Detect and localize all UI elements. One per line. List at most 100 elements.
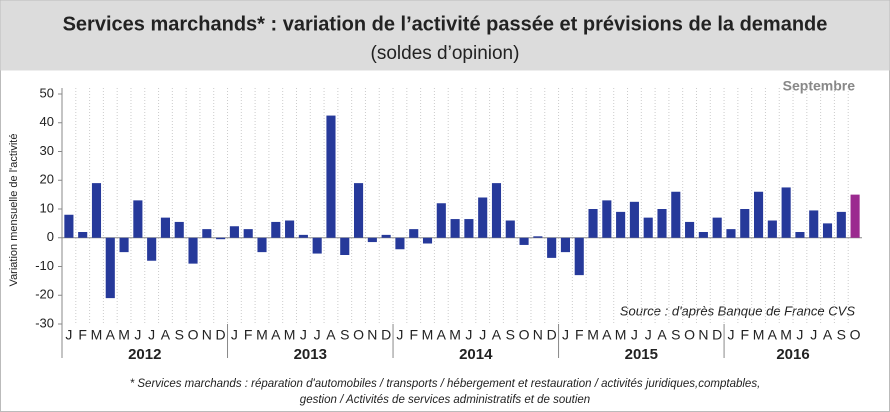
x-tick-label: M [449,327,461,343]
x-tick-label: M [753,327,765,343]
year-label: 2016 [776,346,809,363]
bar [560,237,570,253]
bar [822,223,833,238]
bar [133,200,143,238]
bar [781,187,791,238]
footnote: gestion / Activités de services administ… [300,394,590,406]
annotation: Septembre [783,78,856,94]
x-tick-label: F [740,327,749,343]
x-tick-label: M [118,327,130,343]
x-tick-label: M [587,327,599,343]
bar [574,237,584,276]
bar [243,229,253,238]
x-tick-label: N [533,327,543,343]
y-tick-label: 0 [47,229,54,244]
bar [271,221,281,238]
bar [188,237,198,264]
bar [340,237,350,255]
bar [105,237,115,299]
x-tick-label: A [326,327,336,343]
x-tick-label: S [340,327,349,343]
x-tick-label: M [780,327,792,343]
x-tick-label: A [106,327,116,343]
bar [547,237,557,258]
bar [519,237,529,245]
year-label: 2014 [459,346,493,363]
x-tick-label: J [727,327,734,343]
x-tick-label: D [547,327,557,343]
x-tick-label: A [823,327,833,343]
x-tick-label: J [645,327,652,343]
x-tick-label: S [671,327,680,343]
x-tick-label: A [657,327,667,343]
x-tick-label: O [188,327,199,343]
x-tick-label: M [256,327,268,343]
x-tick-label: J [796,327,803,343]
x-tick-label: N [202,327,212,343]
x-tick-label: A [271,327,281,343]
x-tick-label: O [353,327,364,343]
x-tick-label: J [65,327,72,343]
bar [698,232,708,238]
x-tick-label: M [615,327,627,343]
x-tick-label: M [284,327,296,343]
chart-title: Services marchands* : variation de l’act… [63,13,828,35]
x-tick-label: J [562,327,569,343]
y-tick-label: -20 [35,287,54,302]
x-tick-label: M [422,327,434,343]
y-tick-label: -10 [35,258,54,273]
bar [671,191,681,238]
bar [836,211,846,238]
x-tick-label: D [381,327,391,343]
bar [450,219,460,238]
bar [657,209,667,238]
bar [216,237,226,240]
y-tick-label: -30 [35,315,54,330]
bar [326,115,336,238]
y-tick-label: 50 [40,85,54,100]
x-tick-label: N [698,327,708,343]
x-tick-label: J [396,327,403,343]
bar [850,194,860,238]
x-tick-label: A [492,327,502,343]
x-tick-label: F [409,327,418,343]
x-tick-label: J [134,327,141,343]
x-tick-label: F [78,327,87,343]
x-tick-label: S [837,327,846,343]
bar [754,191,764,238]
bar [767,220,777,238]
header-band [0,0,890,71]
bar [478,197,488,238]
year-label: 2012 [128,346,161,363]
x-tick-label: O [684,327,695,343]
bar [367,237,377,243]
bar [202,229,212,238]
x-tick-label: J [231,327,238,343]
x-tick-label: S [506,327,515,343]
x-tick-label: J [314,327,321,343]
x-tick-label: A [768,327,778,343]
x-tick-label: J [479,327,486,343]
bar [174,221,184,238]
bar [491,183,502,238]
bar [409,229,419,238]
year-label: 2015 [625,346,658,363]
bar [505,220,515,238]
bar [685,221,695,238]
x-tick-label: M [91,327,103,343]
x-tick-label: D [216,327,226,343]
bar [119,237,129,253]
y-tick-label: 40 [40,114,54,129]
year-label: 2013 [294,346,327,363]
bar [91,183,102,238]
bar [257,237,267,253]
bar [285,220,295,238]
bar [395,237,405,250]
y-tick-label: 20 [40,172,54,187]
bar [436,203,446,238]
x-tick-label: D [712,327,722,343]
y-tick-label: 30 [40,143,54,158]
chart-subtitle: (soldes d’opinion) [371,43,520,64]
x-tick-label: S [175,327,184,343]
